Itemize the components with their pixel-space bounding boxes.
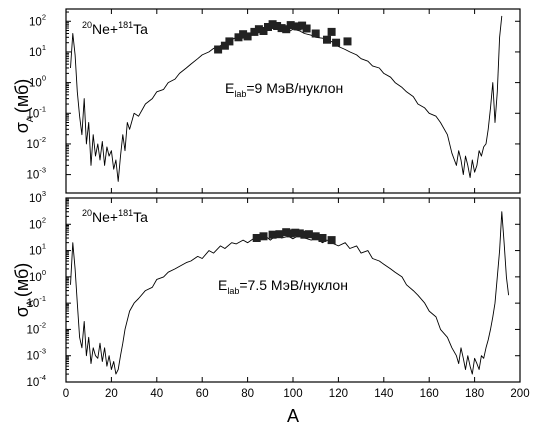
energy-label: Elab=9 МэВ/нуклон: [225, 80, 343, 99]
x-tick-label: 80: [241, 388, 254, 400]
x-tick-label: 180: [465, 388, 484, 400]
exp-point: [311, 232, 320, 241]
exp-point: [234, 33, 243, 42]
exp-point: [291, 228, 300, 237]
exp-point: [277, 24, 286, 33]
x-tick-label: 160: [420, 388, 439, 400]
y-tick-label: 101: [29, 43, 46, 59]
y-tick-label: 101: [29, 242, 46, 258]
y-tick-label: 10-1: [27, 294, 46, 310]
exp-point: [264, 23, 272, 31]
exp-point: [214, 45, 223, 54]
y-tick-label: 10-3: [27, 166, 46, 182]
reaction-label: 20Ne+181Ta: [82, 20, 148, 37]
exp-point: [268, 20, 277, 29]
y-tick-label: 103: [29, 189, 46, 205]
x-tick-label: 60: [196, 388, 209, 400]
energy-label: Elab=7.5 МэВ/нуклон: [218, 277, 348, 296]
x-tick-label: 100: [283, 388, 302, 400]
exp-point: [293, 22, 302, 31]
y-ticks: 10-4 10-3 10-2 10-1 100 101 102 103: [27, 189, 520, 389]
exp-point: [327, 236, 336, 245]
exp-point: [302, 24, 311, 33]
x-tick-label: 0: [63, 388, 69, 400]
x-ticks: [65, 9, 521, 193]
exp-point: [273, 22, 282, 30]
exp-point: [298, 21, 307, 30]
x-axis-label: A: [287, 406, 299, 426]
exp-point: [252, 234, 261, 242]
exp-point: [304, 230, 313, 239]
y-tick-label: 100: [29, 268, 46, 284]
series-calc-line: [70, 15, 503, 182]
exp-point: [286, 21, 295, 30]
exp-point: [327, 27, 336, 36]
series-exp-points: [214, 20, 352, 54]
exp-point: [268, 230, 277, 239]
y-tick-label: 10-3: [27, 347, 46, 363]
reaction-label: 20Ne+181Ta: [82, 208, 148, 225]
exp-point: [250, 27, 259, 36]
exp-point: [343, 37, 352, 46]
exp-point: [295, 229, 304, 238]
exp-point: [323, 35, 331, 44]
y-tick-label: 10-2: [27, 320, 46, 336]
exp-point: [243, 32, 252, 41]
x-tick-label: 40: [150, 388, 163, 400]
exp-point: [286, 229, 295, 238]
x-tick-label: 20: [105, 388, 118, 400]
y-tick-label: 10-4: [27, 373, 46, 389]
exp-point: [282, 25, 291, 34]
panel-top: 10-3 10-2 10-1 100 101 102 20Ne+181Ta Elab=9 …: [27, 8, 521, 194]
exp-point: [254, 25, 263, 34]
y-axis-label-bottom: σA(мб): [12, 263, 35, 318]
y-tick-label: 100: [29, 74, 46, 90]
x-tick-label: 200: [510, 388, 529, 400]
x-tick-label: 140: [374, 388, 393, 400]
exp-point: [282, 228, 291, 237]
calc-line: [70, 15, 503, 182]
exp-point: [225, 37, 234, 46]
y-tick-label: 10-2: [27, 135, 46, 151]
exp-point: [275, 230, 284, 239]
exp-point: [259, 27, 268, 35]
series-exp-points: [252, 228, 336, 245]
exp-point: [220, 41, 229, 50]
exp-point: [300, 230, 309, 239]
exp-point: [259, 232, 268, 241]
y-ticks: 10-3 10-2 10-1 100 101 102: [27, 11, 520, 182]
y-tick-label: 102: [29, 215, 46, 231]
x-tick-label: 120: [329, 388, 348, 400]
y-tick-label: 102: [29, 12, 46, 28]
exp-point: [311, 29, 320, 38]
exp-point: [318, 234, 327, 242]
x-ticks: 0 20 40 60 80 100 120 140 160 180 200: [63, 198, 530, 400]
exp-point: [332, 38, 341, 47]
exp-point: [239, 30, 248, 39]
y-axis-label-top: σA(мб): [12, 79, 35, 134]
y-tick-label: 10-1: [27, 104, 46, 120]
